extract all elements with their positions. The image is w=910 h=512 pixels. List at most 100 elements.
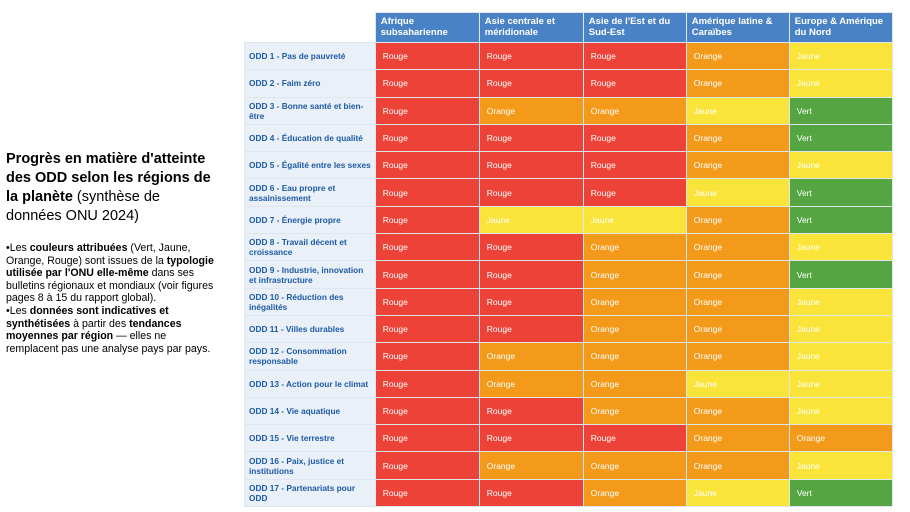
status-cell: Jaune — [685, 478, 790, 508]
note-paragraph: •Les couleurs attribuées (Vert, Jaune, O… — [6, 242, 218, 305]
column-header: Europe & Amérique du Nord — [788, 12, 893, 43]
status-cell: Vert — [788, 205, 893, 235]
left-panel: Progrès en matière d'atteinte des ODD se… — [6, 150, 218, 355]
status-cell: Jaune — [788, 287, 893, 316]
status-cell: Jaune — [788, 314, 893, 344]
row-label-text: ODD 4 - Éducation de qualité — [249, 133, 363, 144]
status-cell: Rouge — [374, 69, 480, 98]
note-text: — elles ne remplacent pas une analyse pa… — [6, 330, 211, 355]
row-label: ODD 14 - Vie aquatique — [244, 396, 376, 426]
table-row: ODD 1 - Pas de pauvreté Rouge Rouge Rouge Or… — [244, 41, 893, 71]
status-cell: Rouge — [478, 396, 584, 426]
table-row: ODD 5 - Égalité entre les sexes Rouge Roug… — [244, 151, 893, 180]
status-cell: Rouge — [374, 396, 480, 426]
status-cell: Orange — [478, 369, 584, 398]
status-cell: Orange — [685, 233, 790, 262]
status-cell: Jaune — [582, 205, 687, 235]
status-cell: Rouge — [374, 151, 480, 180]
row-label-text: ODD 6 - Eau propre et assainissement — [249, 182, 336, 203]
status-cell: Rouge — [374, 260, 480, 289]
status-cell: Orange — [478, 342, 584, 371]
column-header: Asie centrale et méridionale — [478, 12, 584, 43]
status-cell: Orange — [478, 96, 584, 125]
status-cell: Jaune — [685, 369, 790, 398]
row-label-text: ODD 13 - Action pour le climat — [249, 378, 369, 389]
status-cell: Jaune — [685, 96, 790, 125]
status-cell: Rouge — [374, 451, 480, 480]
column-header: Afrique subsaharienne — [374, 12, 480, 43]
row-label-text: ODD 16 - Paix, justice et institutions — [249, 455, 344, 476]
status-cell: Jaune — [788, 69, 893, 98]
note-text: •Les — [6, 242, 30, 254]
note-emphasis: données sont indicatives et synthétisées — [6, 304, 169, 330]
table-row: ODD 12 - Consommation responsable Rouge Or… — [244, 342, 893, 371]
status-cell: Rouge — [374, 96, 480, 125]
row-label: ODD 6 - Eau propre et assainissement — [244, 178, 376, 207]
column-header: Asie de l'Est et du Sud-Est — [582, 12, 687, 43]
status-cell: Rouge — [374, 41, 480, 71]
status-cell: Jaune — [788, 369, 893, 398]
table-row: ODD 16 - Paix, justice et institutions Ro… — [244, 451, 893, 480]
page-title: Progrès en matière d'atteinte des ODD se… — [6, 150, 218, 226]
status-cell: Rouge — [374, 478, 480, 508]
row-label: ODD 4 - Éducation de qualité — [244, 123, 376, 153]
status-cell: Rouge — [478, 287, 584, 316]
status-cell: Jaune — [685, 178, 790, 207]
status-cell: Rouge — [478, 151, 584, 180]
table-row: ODD 4 - Éducation de qualité Rouge Rouge Ro… — [244, 123, 893, 153]
row-label-text: ODD 2 - Faim zéro — [249, 78, 321, 89]
status-cell: Rouge — [582, 41, 687, 71]
status-cell: Vert — [788, 178, 893, 207]
row-label-text: ODD 7 - Énergie propre — [249, 214, 341, 225]
note-paragraph: •Les données sont indicatives et synthét… — [6, 305, 218, 355]
row-label: ODD 10 - Réduction des inégalités — [244, 287, 376, 316]
status-cell: Rouge — [582, 69, 687, 98]
row-label: ODD 8 - Travail décent et croissance — [244, 233, 376, 262]
status-cell: Rouge — [374, 233, 480, 262]
note-text: •Les — [6, 304, 30, 317]
row-label: ODD 11 - Villes durables — [244, 314, 376, 344]
row-label: ODD 7 - Énergie propre — [244, 205, 376, 235]
status-cell: Rouge — [478, 41, 584, 71]
row-label: ODD 9 - Industrie, innovation et infrast… — [244, 260, 376, 289]
status-cell: Rouge — [374, 287, 480, 316]
status-cell: Orange — [582, 396, 687, 426]
status-cell: Vert — [788, 478, 893, 508]
row-label-text: ODD 12 - Consommation responsable — [249, 346, 347, 367]
title-bold: Progrès en matière d'atteinte des ODD se… — [6, 151, 211, 205]
status-cell: Rouge — [582, 424, 687, 453]
row-label-text: ODD 14 - Vie aquatique — [249, 406, 341, 416]
table-row: ODD 10 - Réduction des inégalités Rouge Ro… — [244, 287, 893, 316]
status-cell: Vert — [788, 260, 893, 289]
table-header-row: Afrique subsaharienne Asie centrale et mé… — [244, 12, 893, 43]
row-label-text: ODD 3 - Bonne santé et bien-être — [249, 100, 364, 121]
status-cell: Jaune — [788, 233, 893, 262]
row-label-text: ODD 17 - Partenariats pour ODD — [249, 482, 356, 503]
status-cell: Orange — [582, 260, 687, 289]
status-cell: Rouge — [374, 314, 480, 344]
column-header: Amérique latine & Caraïbes — [685, 12, 790, 43]
note-text: à partir des — [70, 317, 130, 330]
title-subtitle: (synthèse de données ONU 2024) — [6, 189, 160, 224]
status-cell: Orange — [685, 123, 790, 153]
status-cell: Vert — [788, 123, 893, 153]
row-label-text: ODD 10 - Réduction des inégalités — [249, 291, 344, 312]
status-cell: Jaune — [788, 342, 893, 371]
status-cell: Rouge — [478, 478, 584, 508]
note-text: dans ses bulletins régionaux et mondiaux… — [6, 267, 214, 305]
notes: •Les couleurs attribuées (Vert, Jaune, O… — [6, 242, 218, 355]
row-label-text: ODD 8 - Travail décent et croissance — [249, 237, 347, 258]
table-body: ODD 1 - Pas de pauvreté Rouge Rouge Rouge Or… — [244, 41, 893, 508]
row-label-text: ODD 1 - Pas de pauvreté — [249, 51, 346, 62]
note-text: (Vert, Jaune, Orange, Rouge) sont issues… — [6, 242, 191, 267]
row-label: ODD 2 - Faim zéro — [244, 69, 376, 98]
status-cell: Orange — [582, 369, 687, 398]
status-cell: Rouge — [478, 123, 584, 153]
table-row: ODD 17 - Partenariats pour ODD Rouge Rouge… — [244, 478, 893, 508]
status-cell: Rouge — [478, 260, 584, 289]
status-cell: Orange — [685, 396, 790, 426]
row-label: ODD 13 - Action pour le climat — [244, 369, 376, 398]
status-cell: Orange — [788, 424, 893, 453]
row-label-text: ODD 11 - Villes durables — [249, 324, 345, 335]
table-row: ODD 9 - Industrie, innovation et infrast… — [244, 260, 893, 289]
